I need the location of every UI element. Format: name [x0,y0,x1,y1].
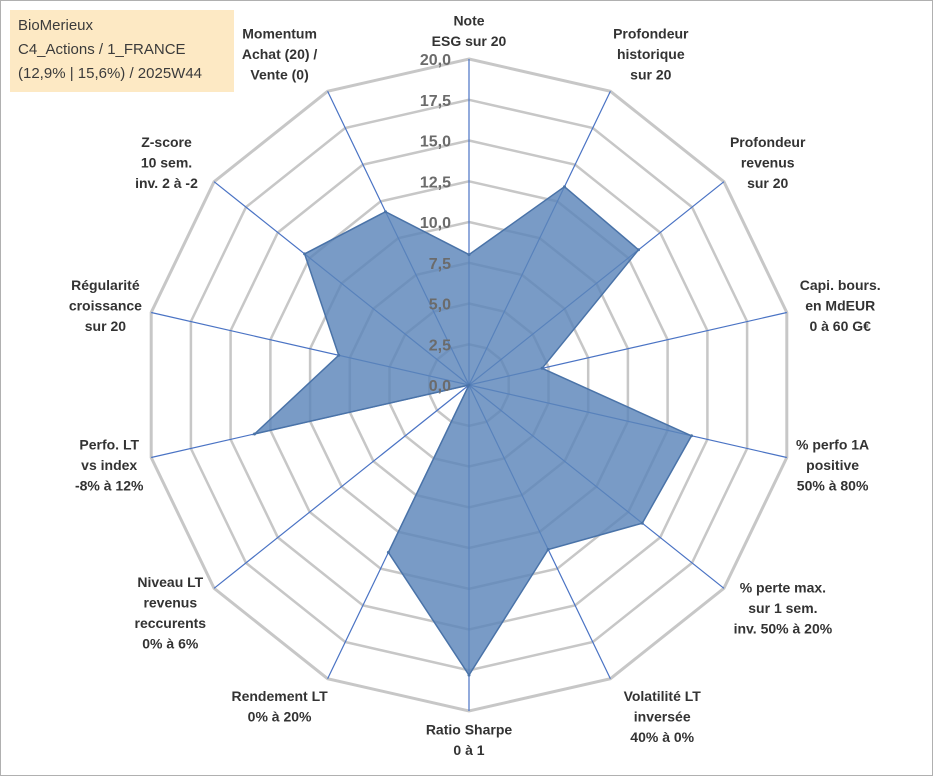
axis-label: Rendement LT 0% à 20% [231,688,328,725]
data-point [386,550,390,554]
tick-label: 7,5 [429,256,451,273]
tick-label: 10,0 [420,215,451,232]
tick-label: 17,5 [420,93,451,110]
radar-series [251,185,693,677]
company-name: BioMerieux [18,17,94,34]
data-point [690,434,693,438]
axis-label: Niveau LT revenus reccurents 0% à 6% [135,574,207,652]
axis-label: % perte max. sur 1 sem. inv. 50% à 20% [734,580,833,637]
performance-stats: (12,9% | 15,6%) / 2025W44 [18,65,202,82]
tick-label: 0,0 [429,378,451,395]
axis-label: Profondeur revenus sur 20 [730,134,806,191]
tick-label: 20,0 [420,52,451,69]
axis-label: Momentum Achat (20) / Vente (0) [242,25,318,82]
data-point [467,253,471,257]
info-box: BioMerieux C4_Actions / 1_FRANCE (12,9% … [10,10,234,92]
axis-label: Note ESG sur 20 [432,13,507,50]
portfolio-name: C4_Actions / 1_FRANCE [18,41,186,58]
tick-label: 12,5 [420,174,451,191]
axis-label: Capi. bours. en MdEUR 0 à 60 G€ [800,277,881,334]
tick-label: 2,5 [429,337,451,354]
radar-tick-labels: 0,0 2,5 5,0 7,5 10,0 12,5 15,0 17,5 20,0 [420,52,451,395]
radar-axis-labels: Note ESG sur 20 Profondeur historique sur 20… [69,13,881,759]
data-point [253,432,256,436]
axis-label: Régularité croissance sur 20 [69,277,142,334]
axis-label: % perfo 1A positive 50% à 80% [796,436,869,493]
axis-label: Volatilité LT inversée 40% à 0% [624,688,702,745]
data-point [467,383,471,387]
data-point [303,252,307,256]
axis-spoke [213,384,470,589]
data-point [384,210,387,214]
axis-label: Perfo. LT vs index -8% à 12% [75,436,144,493]
tick-label: 15,0 [420,134,451,151]
tick-label: 5,0 [429,297,451,314]
data-point [467,673,471,677]
axis-label: Ratio Sharpe 0 à 1 [426,722,513,759]
data-point [546,548,550,551]
data-point [337,353,341,357]
axis-label: Profondeur historique sur 20 [613,25,689,82]
axis-label: Z-score 10 sem. inv. 2 à -2 [135,134,198,191]
series-area [251,185,693,677]
data-point [637,248,640,252]
data-point [640,521,644,525]
data-point [563,185,566,189]
data-point [540,366,544,370]
